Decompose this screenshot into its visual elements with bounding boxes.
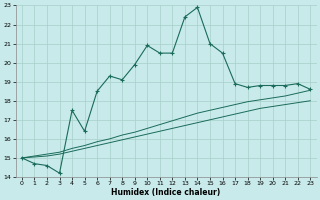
X-axis label: Humidex (Indice chaleur): Humidex (Indice chaleur): [111, 188, 221, 197]
